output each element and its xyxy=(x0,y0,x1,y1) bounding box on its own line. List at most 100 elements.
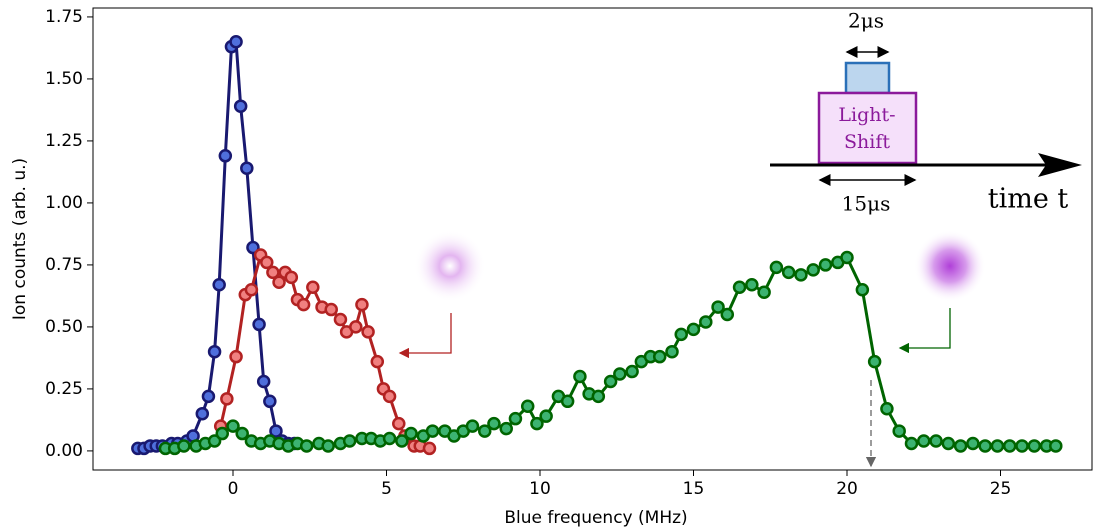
series-line xyxy=(137,38,295,450)
annotation: time t xyxy=(988,184,1069,215)
y-tick-label: 1.25 xyxy=(45,131,83,151)
data-point xyxy=(266,265,280,280)
data-point xyxy=(296,297,311,312)
y-tick-label: 0.00 xyxy=(45,441,83,461)
data-point xyxy=(233,99,248,113)
data-point xyxy=(686,322,701,337)
y-tick-label: 0.75 xyxy=(45,255,83,275)
data-point xyxy=(818,258,833,272)
data-point xyxy=(392,416,406,431)
data-point xyxy=(201,389,216,404)
data-point xyxy=(306,280,320,294)
annotation: 2μs xyxy=(848,9,884,33)
probe-pulse xyxy=(844,61,891,95)
y-tick-label: 1.00 xyxy=(45,193,83,213)
data-point xyxy=(263,394,277,409)
y-tick-label: 0.25 xyxy=(45,379,83,399)
y-tick-label: 1.75 xyxy=(45,7,83,27)
data-point xyxy=(342,434,357,448)
data-point xyxy=(1027,439,1042,453)
data-point xyxy=(425,424,440,438)
data-point xyxy=(941,436,956,451)
data-point xyxy=(539,409,553,423)
data-point xyxy=(508,411,523,426)
data-point xyxy=(355,297,369,312)
data-point xyxy=(272,275,286,290)
data-point xyxy=(745,278,759,292)
data-point xyxy=(499,421,513,436)
data-point xyxy=(195,406,210,421)
data-point xyxy=(603,374,618,389)
atom-glow xyxy=(414,230,486,302)
data-point xyxy=(720,307,735,322)
data-point xyxy=(370,354,385,369)
data-point xyxy=(382,431,397,446)
data-point xyxy=(978,439,992,453)
data-point xyxy=(215,426,229,441)
data-point xyxy=(591,389,606,404)
data-point xyxy=(212,278,226,292)
data-point xyxy=(229,34,243,49)
data-point xyxy=(299,439,314,453)
data-point xyxy=(904,436,919,451)
data-point xyxy=(929,434,943,448)
annotation: Shift xyxy=(844,131,890,153)
x-tick-label: 25 xyxy=(990,479,1012,499)
data-point xyxy=(613,367,627,381)
data-point xyxy=(990,439,1005,453)
data-point xyxy=(711,300,725,314)
data-point xyxy=(324,302,338,317)
light-shift-pulse xyxy=(817,91,918,165)
data-point xyxy=(218,149,233,163)
data-point xyxy=(867,354,882,369)
data-point xyxy=(382,389,397,404)
x-tick-label: 5 xyxy=(381,479,392,499)
x-axis-label: Blue frequency (MHz) xyxy=(504,508,687,528)
x-tick-label: 20 xyxy=(836,479,858,499)
data-point xyxy=(840,250,854,265)
data-point xyxy=(732,280,747,294)
data-point xyxy=(1049,439,1063,453)
data-point xyxy=(674,327,688,342)
pulse-diagram: 2μs Light- Shift 15μs time t xyxy=(770,9,1082,216)
annotation: Light- xyxy=(838,104,895,126)
data-point xyxy=(395,434,409,448)
pointer-arrow xyxy=(398,313,452,359)
y-axis-label: Ion counts (arb. u.) xyxy=(10,158,30,320)
data-point xyxy=(207,434,222,448)
data-point xyxy=(244,282,259,297)
data-point xyxy=(560,394,575,409)
annotation: 15μs xyxy=(842,192,891,216)
data-point xyxy=(246,240,260,255)
y-tick-label: 0.50 xyxy=(45,317,83,337)
data-point xyxy=(349,320,363,334)
data-point xyxy=(284,270,299,285)
data-point xyxy=(530,416,544,431)
atom-glow xyxy=(914,230,986,302)
data-point xyxy=(260,255,274,270)
data-point xyxy=(321,439,335,453)
data-point xyxy=(487,416,501,431)
data-point xyxy=(477,424,492,438)
y-tick-label: 1.50 xyxy=(45,69,83,89)
data-point xyxy=(769,260,784,275)
data-point xyxy=(652,349,667,364)
data-point xyxy=(235,426,249,441)
data-point xyxy=(892,424,906,438)
data-point xyxy=(361,325,375,339)
data-point xyxy=(177,439,191,453)
data-point xyxy=(465,419,480,433)
data-point xyxy=(953,439,968,453)
data-point xyxy=(699,315,713,329)
data-point xyxy=(665,344,679,359)
data-point xyxy=(333,312,348,327)
data-point xyxy=(855,282,870,297)
pointer-arrow xyxy=(898,308,951,354)
data-point xyxy=(207,344,222,359)
data-point xyxy=(806,263,820,277)
plot-frame xyxy=(92,7,1093,471)
data-point xyxy=(1015,439,1029,453)
data-point xyxy=(269,424,283,438)
data-point xyxy=(226,419,240,433)
